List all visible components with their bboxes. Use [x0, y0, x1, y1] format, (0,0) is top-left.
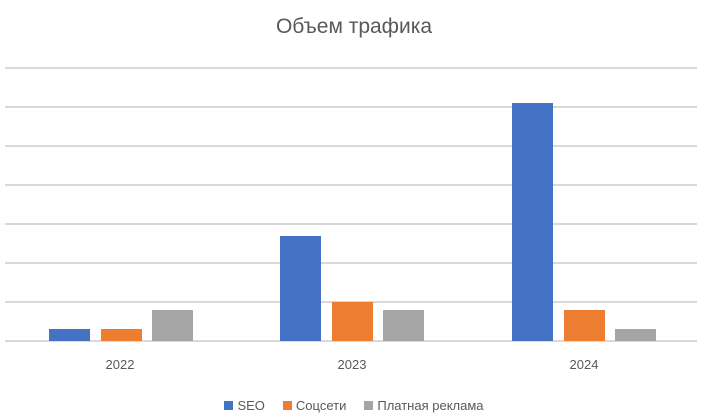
gridline [5, 145, 697, 147]
x-tick-label: 2024 [569, 357, 599, 372]
legend-item: Платная реклама [364, 398, 484, 413]
bar-2024-1 [563, 310, 605, 341]
bar-2023-2 [383, 310, 424, 341]
x-tick-label: 2023 [337, 357, 367, 372]
legend-item: SEO [224, 398, 265, 413]
legend-swatch-icon [364, 401, 374, 410]
bar-2022-2 [152, 310, 193, 341]
legend-label: Платная реклама [377, 398, 484, 413]
gridline [5, 67, 697, 69]
bar-2022-1 [100, 329, 142, 341]
chart-title: Объем трафика [275, 15, 433, 38]
legend-swatch-icon [224, 401, 234, 410]
legend-label: SEO [237, 398, 265, 413]
x-axis-line [5, 340, 697, 342]
gridline [5, 184, 697, 186]
bar-2022-0 [49, 329, 90, 341]
gridline [5, 262, 697, 264]
bar-2024-0 [512, 103, 553, 341]
legend-swatch-icon [282, 401, 292, 410]
legend: SEO Соцсети Платная реклама [0, 398, 708, 413]
gridline [5, 106, 697, 108]
bar-2023-0 [280, 236, 321, 341]
legend-label: Соцсети [295, 398, 347, 413]
x-tick-label: 2022 [105, 357, 135, 372]
bar-2023-1 [331, 302, 373, 341]
bar-2024-2 [615, 329, 656, 341]
gridline [5, 223, 697, 225]
legend-item: Соцсети [282, 398, 347, 413]
